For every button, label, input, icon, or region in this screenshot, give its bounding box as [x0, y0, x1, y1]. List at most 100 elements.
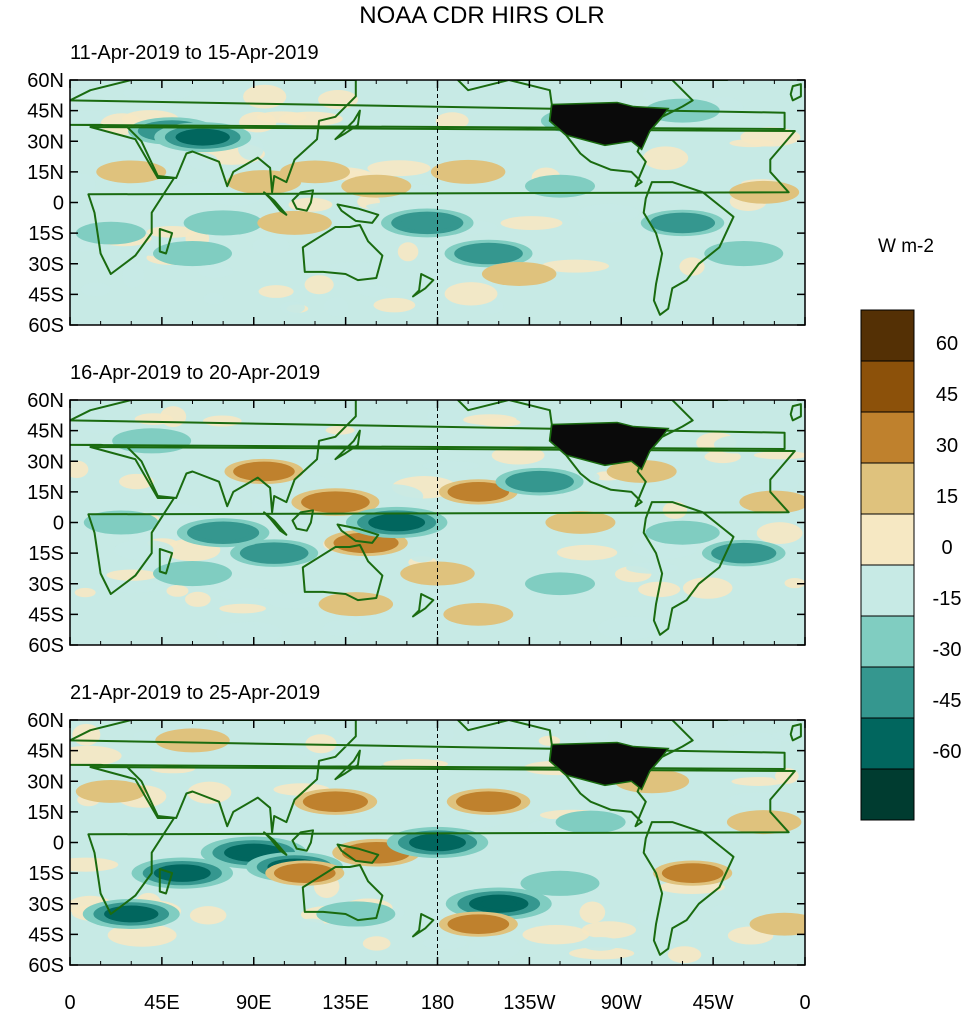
colorbar-box: [860, 360, 915, 413]
continent-south-america: [642, 501, 735, 636]
y-tick-label: 30N: [27, 451, 64, 473]
field-blob: [662, 501, 688, 519]
field-blob: [422, 461, 480, 471]
field-blob: [522, 925, 590, 945]
y-tick-label: 0: [53, 833, 64, 855]
island-new-guinea: [336, 843, 380, 864]
island-uk: [789, 723, 802, 742]
anomaly-contour: [739, 490, 805, 514]
island-new-zealand: [412, 273, 435, 298]
field-blob: [626, 562, 678, 574]
field-blob: [704, 450, 741, 464]
island-sumatra: [263, 511, 288, 536]
field-blob: [122, 85, 192, 101]
continent-north-america: [456, 400, 694, 508]
field-blob: [70, 745, 122, 766]
field-blob: [134, 413, 174, 425]
field-blob: [345, 819, 393, 830]
y-tick-label: 30N: [27, 131, 64, 153]
anomaly-contour: [233, 461, 295, 482]
field-blob: [185, 591, 211, 607]
field-blob: [356, 285, 390, 297]
panel-1-title: 11-Apr-2019 to 15-Apr-2019: [70, 42, 319, 64]
island-japan: [334, 109, 361, 141]
field-blob: [258, 285, 294, 298]
map-panel-1: [70, 80, 805, 325]
y-tick-label: 30S: [28, 894, 64, 916]
field-blob: [348, 881, 374, 900]
x-tick-label: 135E: [322, 992, 369, 1013]
field-blob: [324, 297, 349, 317]
colorbar-box: [860, 513, 915, 566]
anomaly-contour: [153, 864, 211, 882]
y-tick-label: 0: [53, 513, 64, 535]
anomaly-contour: [197, 524, 250, 541]
anomaly-contour: [447, 914, 510, 934]
y-tick-label: 60S: [28, 315, 64, 337]
y-tick-label: 15S: [28, 223, 64, 245]
field-blob: [784, 578, 805, 589]
anomaly-contour: [712, 243, 775, 264]
y-tick-label: 30N: [27, 771, 64, 793]
anomaly-contour: [443, 602, 514, 626]
field-blob: [70, 857, 119, 872]
panel-3-title: 21-Apr-2019 to 25-Apr-2019: [70, 682, 321, 704]
continent-africa: [87, 446, 796, 595]
field-blob: [102, 581, 165, 593]
field-blob: [731, 777, 786, 786]
us-state-borders: [548, 101, 670, 151]
panel-2-title: 16-Apr-2019 to 20-Apr-2019: [70, 362, 321, 384]
field-blob: [711, 905, 736, 914]
field-blob: [682, 577, 733, 599]
field-blob: [323, 620, 362, 637]
anomaly-contour: [235, 847, 272, 859]
field-blob: [426, 408, 465, 425]
field-blob: [216, 622, 265, 645]
island-borneo: [291, 829, 314, 852]
colorbar-label: 15: [936, 486, 958, 508]
colorbar-label: -30: [933, 639, 962, 661]
y-tick-label: 15S: [28, 863, 64, 885]
anomaly-contour: [481, 261, 557, 286]
x-tick-label: 0: [64, 992, 75, 1013]
anomaly-contour: [401, 214, 454, 231]
field-blob: [114, 539, 174, 561]
field-blob: [298, 918, 324, 928]
field-blob: [577, 203, 640, 223]
island-madagascar: [158, 548, 174, 575]
field-blob: [267, 593, 324, 609]
x-tick-label: 45W: [693, 992, 734, 1013]
y-tick-label: 0: [53, 193, 64, 215]
field-blob: [207, 820, 268, 832]
y-tick-label: 45S: [28, 284, 64, 306]
x-tick-label: 135W: [503, 992, 555, 1013]
island-japan: [334, 429, 361, 461]
field-blob: [679, 257, 705, 276]
map-panel-3: [70, 720, 805, 965]
field-blob: [670, 919, 694, 941]
y-tick-label: 15N: [27, 802, 64, 824]
field-blob: [239, 111, 277, 133]
colorbar-box: [860, 768, 915, 821]
field-blob: [365, 202, 431, 211]
y-tick-label: 30S: [28, 574, 64, 596]
field-blob: [252, 236, 290, 255]
x-tick-label: 45E: [144, 992, 180, 1013]
field-blob: [107, 923, 177, 947]
y-tick-label: 60S: [28, 955, 64, 977]
anomaly-contour: [161, 243, 224, 264]
field-blob: [726, 732, 782, 753]
anomaly-contour: [318, 592, 394, 617]
y-tick-label: 45N: [27, 101, 64, 123]
anomaly-contour: [525, 572, 595, 596]
y-tick-label: 60S: [28, 635, 64, 657]
island-uk: [789, 83, 802, 102]
anomaly-contour: [75, 221, 146, 245]
continent-africa: [87, 126, 796, 275]
anomaly-contour: [649, 212, 716, 234]
field-blob: [435, 112, 469, 130]
anomaly-contour: [454, 242, 523, 265]
field-blob: [556, 544, 618, 561]
island-japan: [334, 749, 361, 781]
